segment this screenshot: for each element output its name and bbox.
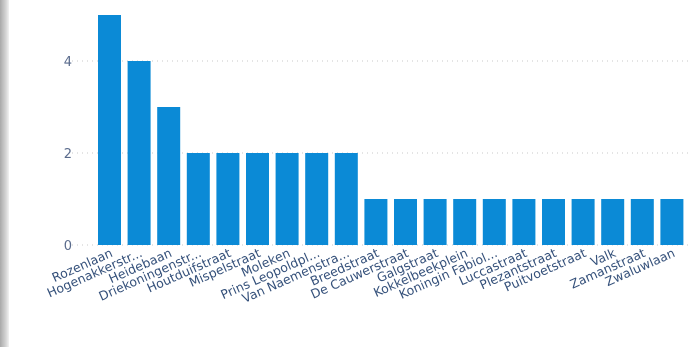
bar[interactable] [216,153,240,245]
bar[interactable] [186,153,210,245]
bars [98,15,684,245]
bar[interactable] [453,199,477,245]
y-axis-ticks: 0 2 4 [64,55,72,254]
bar[interactable] [630,199,654,245]
bar[interactable] [423,199,447,245]
bar[interactable] [482,199,506,245]
bar[interactable] [275,153,299,245]
bar[interactable] [334,153,358,245]
bar[interactable] [542,199,565,245]
window-edge [0,0,9,347]
bar[interactable] [98,15,121,245]
x-axis-labels: RozenlaanHogenakkerstr...HeidebaanDrieko… [45,245,677,306]
bar[interactable] [394,199,417,245]
bar[interactable] [512,199,536,245]
bar[interactable] [660,199,684,245]
bar[interactable] [305,153,329,245]
bar[interactable] [601,199,625,245]
bar[interactable] [364,199,388,245]
bar[interactable] [127,61,151,245]
y-tick-label: 0 [64,239,72,254]
bar[interactable] [157,107,181,245]
y-tick-label: 4 [64,55,72,70]
bar[interactable] [246,153,269,245]
bar[interactable] [571,199,595,245]
y-tick-label: 2 [64,147,72,162]
